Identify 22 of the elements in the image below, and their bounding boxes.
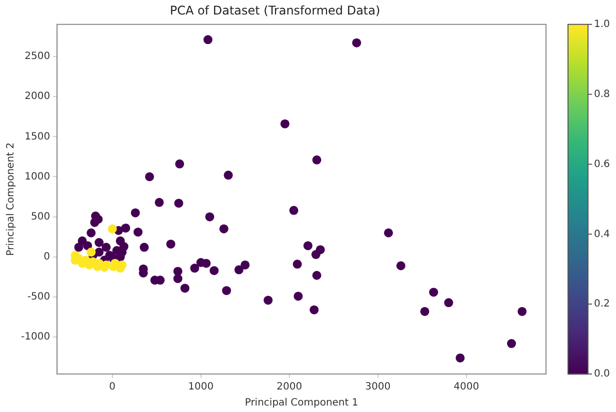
chart-title: PCA of Dataset (Transformed Data) <box>170 3 380 18</box>
x-tick-label: 0 <box>109 382 116 393</box>
color-bar-label: 0.2 <box>594 298 610 310</box>
color-bar-label: 0.4 <box>594 228 610 240</box>
y-axis-title: Principal Component 2 <box>6 142 17 256</box>
x-tick-label: 2000 <box>276 382 302 393</box>
color-bar-label: 0.8 <box>594 88 610 100</box>
y-tick-label: 2000 <box>24 91 50 102</box>
color-bar-label: 1.0 <box>594 18 610 30</box>
y-tick-label: 0 <box>44 252 50 263</box>
y-tick-label: 1500 <box>24 131 50 142</box>
color-bar-label: 0.6 <box>594 158 610 170</box>
y-tick-label: -1000 <box>20 332 50 343</box>
y-tick-label: 500 <box>30 211 50 222</box>
y-tick-label: 2500 <box>24 51 50 62</box>
x-tick-label: 1000 <box>188 382 214 393</box>
y-tick-label: 1000 <box>24 171 50 182</box>
y-tick-label: -500 <box>27 292 50 303</box>
color-bar-label: 0.0 <box>594 368 610 380</box>
x-tick-label: 4000 <box>454 382 480 393</box>
x-axis-title: Principal Component 1 <box>244 398 358 409</box>
x-tick-label: 3000 <box>365 382 391 393</box>
